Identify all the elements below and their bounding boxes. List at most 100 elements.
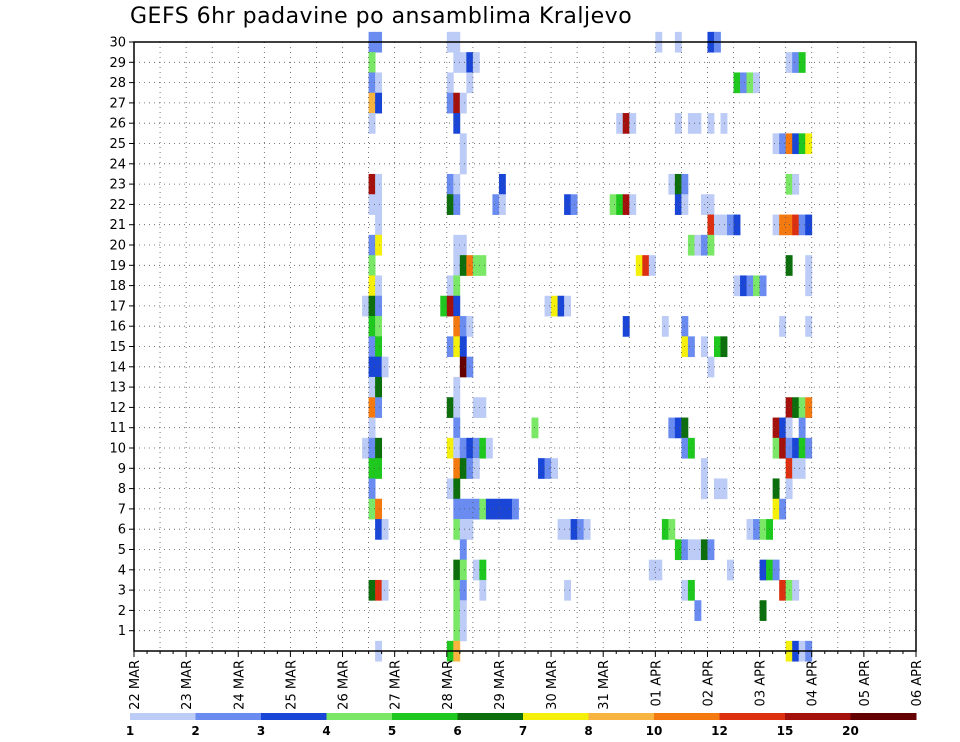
- heatmap-cell: [753, 275, 760, 297]
- heatmap-cell: [459, 579, 467, 601]
- heatmap-cell: [759, 600, 767, 621]
- heatmap-cell: [375, 194, 383, 215]
- y-tick-label: 28: [109, 76, 126, 91]
- heatmap-cell: [492, 498, 500, 520]
- heatmap-cell: [368, 336, 376, 358]
- heatmap-cell: [453, 92, 461, 114]
- heatmap-cell: [622, 194, 630, 215]
- heatmap-cell: [472, 52, 480, 73]
- heatmap-cell: [792, 458, 800, 479]
- heatmap-cell: [668, 417, 676, 439]
- heatmap-cell: [511, 498, 519, 520]
- heatmap-cell: [459, 316, 467, 337]
- heatmap-cell: [453, 519, 461, 540]
- heatmap-cell: [446, 437, 454, 459]
- heatmap-cell: [498, 498, 506, 520]
- x-tick-label: 05 APR: [858, 660, 873, 706]
- heatmap-cell: [720, 336, 728, 358]
- heatmap-cell: [772, 478, 780, 500]
- heatmap-cell: [772, 214, 780, 236]
- heatmap-cell: [655, 559, 663, 581]
- heatmap-cell: [779, 133, 787, 155]
- heatmap-cell: [798, 52, 806, 73]
- heatmap-cell: [453, 234, 461, 256]
- heatmap-cell: [368, 255, 376, 276]
- heatmap-cell: [746, 72, 754, 94]
- y-tick-label: 12: [109, 401, 126, 416]
- heatmap-cell: [472, 437, 480, 459]
- heatmap-cell: [446, 295, 454, 317]
- heatmap-cell: [375, 579, 383, 601]
- heatmap-cell: [687, 539, 695, 561]
- heatmap-cell: [648, 559, 656, 581]
- heatmap-cell: [720, 113, 728, 134]
- heatmap-cell: [733, 214, 741, 236]
- heatmap-cell: [772, 559, 780, 581]
- colorbar-label: 2: [191, 724, 199, 738]
- colorbar-swatch: [326, 713, 393, 720]
- colorbar-label: 20: [842, 724, 859, 738]
- x-tick-label: 29 MAR: [493, 660, 508, 710]
- heatmap-cell: [772, 133, 780, 155]
- heatmap-cell: [459, 458, 467, 479]
- dotted-grid: [134, 42, 916, 651]
- x-tick-label: 03 APR: [754, 660, 769, 706]
- heatmap-cell: [375, 397, 383, 418]
- heatmap-cell: [375, 316, 383, 337]
- heatmap-cell: [759, 519, 767, 540]
- y-tick-label: 25: [109, 137, 126, 152]
- heatmap-cell: [459, 519, 467, 540]
- y-tick-label: 21: [109, 218, 126, 233]
- heatmap-cell: [479, 498, 487, 520]
- x-tick-label: 04 APR: [806, 660, 821, 706]
- heatmap-cell: [453, 316, 461, 337]
- heatmap-cell: [798, 214, 806, 236]
- heatmap-cell: [362, 295, 369, 317]
- x-tick-label: 25 MAR: [284, 660, 299, 710]
- heatmap-cell: [459, 255, 467, 276]
- heatmap-cell: [368, 72, 376, 94]
- heatmap-cell: [740, 275, 747, 297]
- heatmap-cell: [687, 113, 695, 134]
- heatmap-cell: [798, 417, 806, 439]
- x-tick-label: 01 APR: [649, 660, 664, 706]
- heatmap-cell: [629, 113, 637, 134]
- heatmap-cell: [479, 397, 487, 418]
- heatmap-cell: [687, 336, 695, 358]
- heatmap-cell: [446, 478, 454, 500]
- heatmap-cell: [375, 72, 383, 94]
- y-tick-label: 10: [109, 442, 126, 457]
- heatmap-cell: [609, 194, 617, 215]
- x-tick-label: 31 MAR: [597, 660, 612, 710]
- y-tick-label: 11: [109, 421, 126, 436]
- x-tick-label: 22 MAR: [128, 660, 143, 710]
- heatmap-cell: [375, 336, 383, 358]
- heatmap-cell: [446, 173, 454, 195]
- heatmap-cell: [459, 600, 467, 621]
- heatmap-cell: [805, 214, 813, 236]
- heatmap-cell: [792, 397, 800, 418]
- colorbar-swatch: [523, 713, 589, 720]
- heatmap-cell: [459, 559, 467, 581]
- heatmap-cell: [564, 295, 572, 317]
- heatmap-cell: [629, 194, 637, 215]
- heatmap-cell: [459, 52, 467, 73]
- heatmap-cell: [446, 336, 454, 358]
- heatmap-cell: [368, 316, 376, 337]
- colorbar-swatch: [654, 713, 720, 720]
- heatmap-cell: [746, 275, 754, 297]
- heatmap-cell: [642, 255, 650, 276]
- heatmap-cell: [792, 133, 800, 155]
- heatmap-cell: [479, 579, 487, 601]
- heatmap-cell: [694, 539, 702, 561]
- colorbar-legend: 1 2 3 4 5 6 7 8 10 12 15 20: [126, 713, 917, 738]
- heatmap-cell: [459, 133, 467, 155]
- y-tick-label: 4: [118, 563, 126, 578]
- heatmap-cell: [772, 498, 780, 520]
- heatmap-cell: [375, 173, 383, 195]
- heatmap-cell: [707, 356, 715, 378]
- colorbar-label: 3: [257, 724, 265, 738]
- heatmap-cell: [453, 620, 461, 642]
- heatmap-cell: [498, 173, 506, 195]
